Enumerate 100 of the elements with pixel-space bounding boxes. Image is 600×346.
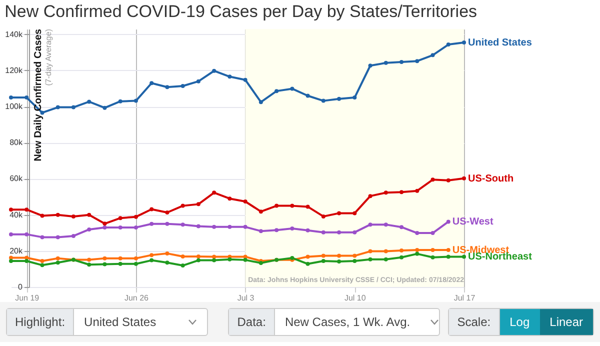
point	[337, 254, 342, 258]
point	[196, 79, 200, 84]
point	[40, 263, 44, 268]
scale-toggle: Scale: Log Linear	[448, 308, 594, 336]
point	[56, 235, 60, 240]
point	[212, 254, 216, 259]
point	[134, 256, 138, 260]
chart-title: New Confirmed COVID-19 Cases per Day by States/Territories	[4, 2, 478, 21]
y-tick-label: 60k	[10, 174, 24, 184]
point	[337, 230, 342, 234]
point	[24, 232, 29, 236]
series-label: US-West	[452, 216, 494, 228]
point	[384, 222, 388, 227]
point	[306, 204, 310, 209]
highlight-select: Highlight: United States	[6, 308, 208, 336]
point	[290, 204, 294, 208]
point	[430, 178, 435, 182]
data-select: Data: New Cases, 1 Wk. Avg.	[228, 308, 440, 336]
point	[9, 208, 13, 212]
point	[87, 262, 92, 267]
point	[243, 199, 248, 204]
point	[134, 225, 138, 230]
point	[368, 194, 372, 198]
point	[290, 226, 294, 231]
point	[56, 260, 60, 265]
point	[306, 262, 310, 266]
point	[352, 230, 357, 234]
point	[368, 249, 372, 254]
point	[196, 254, 200, 259]
point	[118, 225, 122, 230]
series-label: United States	[468, 38, 532, 49]
point	[228, 74, 232, 79]
point	[118, 256, 122, 260]
x-tick-label: Jun 19	[15, 294, 40, 302]
y-axis-title: New Daily Confirmed Cases	[33, 28, 44, 162]
point	[321, 214, 326, 218]
point	[384, 249, 388, 254]
point	[430, 231, 435, 236]
point	[243, 78, 248, 82]
point	[400, 225, 404, 230]
x-tick-label: Jun 26	[124, 294, 150, 302]
point	[446, 178, 450, 182]
point	[306, 254, 310, 259]
point	[134, 98, 138, 103]
point	[430, 53, 435, 58]
point	[446, 254, 450, 259]
series-label: US-South	[468, 173, 514, 184]
point	[9, 256, 13, 260]
point	[212, 224, 216, 229]
point	[352, 211, 357, 216]
series-label: US-Northeast	[468, 252, 533, 263]
point	[196, 202, 200, 206]
point	[9, 232, 13, 236]
point	[290, 86, 294, 91]
point	[337, 96, 342, 101]
annotation: (7-day Average)	[44, 28, 53, 86]
point	[87, 100, 92, 104]
point	[415, 248, 420, 252]
point	[196, 224, 200, 228]
point	[118, 262, 122, 266]
point	[9, 259, 13, 264]
point	[446, 220, 450, 224]
point	[212, 258, 216, 262]
point	[400, 248, 404, 253]
y-tick-label: 20k	[10, 246, 24, 256]
point	[118, 216, 122, 220]
point	[384, 60, 388, 65]
point	[384, 257, 388, 262]
point	[165, 260, 170, 265]
y-tick-label: 100k	[5, 102, 24, 112]
point	[352, 96, 357, 100]
point	[430, 255, 435, 260]
point	[274, 89, 279, 94]
point	[71, 214, 76, 218]
point	[134, 214, 138, 219]
point	[165, 85, 170, 90]
point	[258, 210, 263, 214]
point	[462, 40, 466, 45]
point	[462, 254, 466, 259]
point	[180, 222, 185, 227]
point	[352, 259, 357, 264]
point	[102, 222, 107, 226]
point	[102, 262, 107, 266]
point	[150, 222, 154, 226]
point	[150, 207, 154, 212]
point	[462, 176, 466, 180]
point	[56, 105, 60, 110]
point	[400, 255, 404, 260]
x-tick-label: Jul 17	[454, 294, 476, 302]
point	[40, 214, 44, 218]
point	[24, 96, 29, 100]
point	[196, 258, 200, 262]
point	[24, 208, 29, 212]
point	[228, 196, 232, 201]
point	[102, 106, 107, 110]
point	[102, 256, 107, 260]
point	[212, 68, 216, 73]
point	[56, 212, 60, 217]
y-tick-label: 140k	[5, 30, 24, 39]
y-tick-label: 120k	[5, 66, 24, 75]
